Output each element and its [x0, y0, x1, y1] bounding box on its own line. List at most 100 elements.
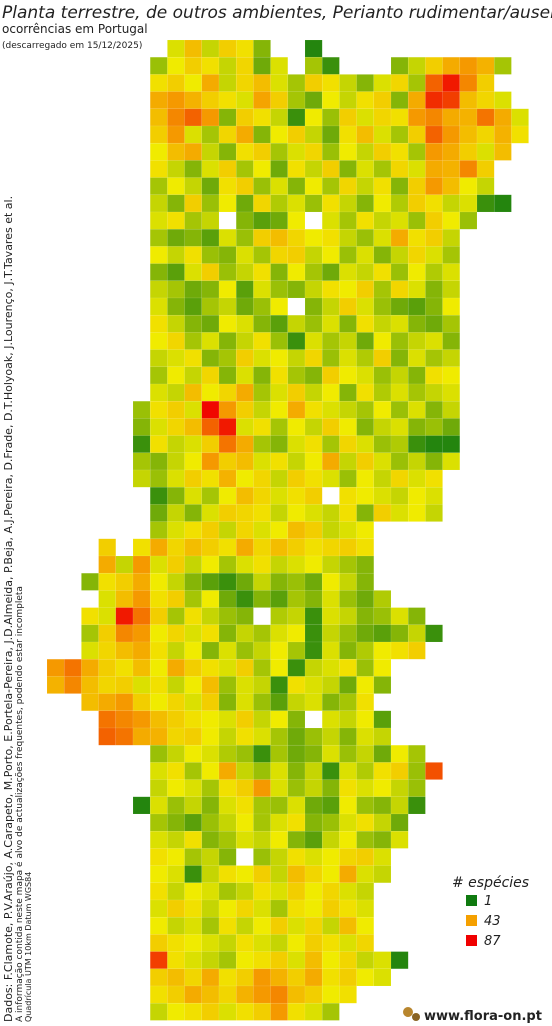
- cell: [201, 813, 220, 832]
- cell: [407, 194, 426, 213]
- cell: [184, 762, 203, 780]
- cell: [270, 297, 289, 316]
- cell: [235, 314, 254, 333]
- cell: [373, 108, 392, 127]
- cell: [304, 521, 323, 540]
- cell: [287, 555, 306, 574]
- cell: [442, 160, 461, 178]
- cell: [167, 848, 185, 866]
- cell: [235, 504, 254, 522]
- cell: [132, 435, 151, 454]
- cell: [184, 74, 203, 92]
- cell: [304, 813, 323, 832]
- cell: [339, 934, 357, 952]
- cell: [132, 641, 151, 660]
- cell: [149, 607, 168, 626]
- cell: [287, 108, 306, 127]
- cell: [253, 555, 271, 574]
- cell: [184, 676, 203, 694]
- cell: [235, 263, 254, 282]
- cell: [339, 435, 357, 454]
- cell: [167, 727, 185, 746]
- cell: [218, 658, 237, 677]
- cell: [442, 56, 461, 75]
- cell: [476, 125, 495, 144]
- cell: [304, 744, 323, 763]
- cell: [201, 177, 220, 196]
- cell: [218, 1002, 237, 1021]
- cell: [201, 762, 220, 780]
- cell: [184, 56, 203, 75]
- cell: [184, 142, 203, 161]
- cell: [270, 813, 289, 832]
- cell: [287, 400, 306, 419]
- cell: [356, 676, 375, 694]
- cell: [218, 56, 237, 75]
- cell: [201, 779, 220, 798]
- cell: [253, 400, 271, 419]
- legend-swatch: [466, 935, 477, 946]
- cell: [201, 693, 220, 712]
- cell: [339, 968, 357, 987]
- cell: [115, 555, 134, 574]
- cell: [218, 624, 237, 643]
- cell: [132, 469, 151, 488]
- cell: [253, 56, 271, 75]
- cell: [356, 624, 375, 643]
- cell: [201, 280, 220, 299]
- cell: [201, 830, 220, 849]
- cell: [287, 486, 306, 505]
- cell: [459, 56, 478, 75]
- cell: [235, 676, 254, 694]
- cell: [270, 469, 289, 488]
- cell: [235, 934, 254, 952]
- cell: [167, 590, 185, 608]
- cell: [425, 125, 443, 144]
- cell: [321, 830, 340, 849]
- cell: [270, 572, 289, 591]
- cell: [253, 813, 271, 832]
- cell: [201, 486, 220, 505]
- cell: [149, 521, 168, 540]
- cell: [493, 91, 512, 110]
- cell: [425, 314, 443, 333]
- cell: [132, 624, 151, 643]
- cell: [304, 934, 323, 952]
- cell: [390, 641, 409, 660]
- cell: [442, 349, 461, 368]
- cell: [287, 624, 306, 643]
- cell: [201, 39, 220, 58]
- cell: [442, 194, 461, 213]
- cell: [390, 349, 409, 368]
- cell: [304, 504, 323, 522]
- cell: [407, 56, 426, 75]
- cell: [149, 160, 168, 178]
- cell: [149, 934, 168, 952]
- cell: [184, 521, 203, 540]
- cell: [287, 418, 306, 436]
- cell: [287, 142, 306, 161]
- cell: [373, 332, 392, 350]
- cell: [356, 125, 375, 144]
- cell: [373, 504, 392, 522]
- cell: [201, 211, 220, 230]
- cell: [184, 968, 203, 987]
- cell: [321, 710, 340, 729]
- cell: [218, 968, 237, 987]
- cell: [356, 349, 375, 368]
- cell: [356, 400, 375, 419]
- cell: [218, 830, 237, 849]
- cell: [253, 91, 271, 110]
- cell: [356, 727, 375, 746]
- cell: [167, 228, 185, 247]
- cell: [235, 590, 254, 608]
- cell: [218, 246, 237, 264]
- cell: [304, 400, 323, 419]
- cell: [235, 865, 254, 884]
- cell: [253, 280, 271, 299]
- cell: [184, 349, 203, 368]
- cell: [235, 142, 254, 161]
- cell: [373, 263, 392, 282]
- cell: [218, 504, 237, 522]
- cell: [201, 951, 220, 970]
